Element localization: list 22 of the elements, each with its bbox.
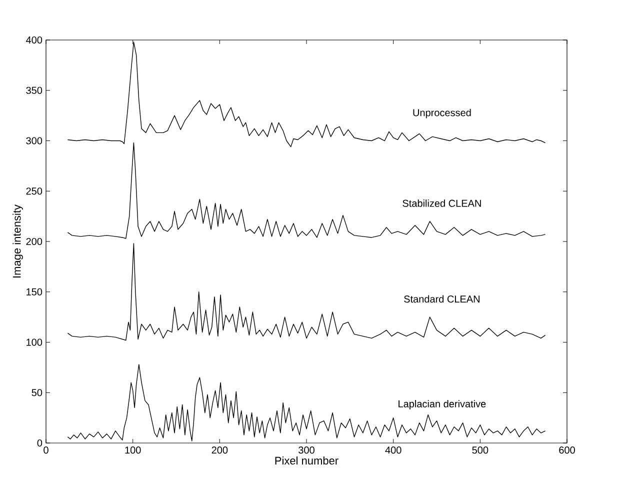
y-tick-label: 350 [26,86,42,94]
x-tick-label: 300 [298,446,314,454]
text: Stabilized CLEAN [402,200,481,207]
x-axis-title: Pixel number [275,456,338,465]
y-axis-title: Image intensity [12,204,23,278]
text: Standard CLEAN [404,295,480,303]
x-tick-label: 600 [559,446,575,454]
x-tick-label: 400 [385,446,402,454]
y-tick-label: 0 [37,439,42,447]
y-tick-label: 250 [26,188,42,195]
y-tick-label: 50 [32,389,42,396]
x-tick-label: 200 [212,446,228,454]
x-tick-label: 100 [125,446,141,454]
y-tick-label: 200 [26,238,42,246]
x-tick-label: 0 [44,446,48,454]
x-tick-label: 500 [472,446,488,454]
series-label: Unprocessed [413,108,471,118]
y-tick-label: 300 [26,137,42,144]
y-tick-label: 400 [26,36,42,44]
y-tick-label: 150 [26,288,42,296]
series-label: Laplacian derivative [398,400,486,410]
y-tick-label: 100 [26,338,42,346]
